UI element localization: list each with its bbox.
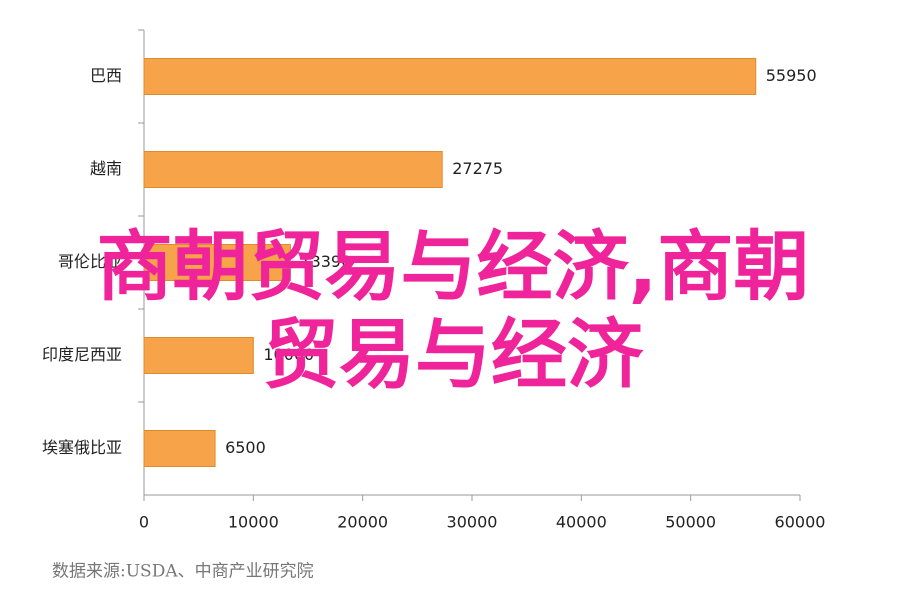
value-label: 55950 [766, 66, 817, 85]
x-tick-label: 0 [139, 513, 149, 532]
x-tick-label: 10000 [228, 513, 279, 532]
overlay-text: 贸易与经济 [263, 310, 644, 399]
bar [143, 58, 757, 95]
bar [143, 430, 216, 467]
y-tick-label: 越南 [90, 159, 122, 178]
y-tick-label: 埃塞俄比亚 [42, 438, 122, 457]
value-label: 10000 [263, 345, 314, 364]
x-tick-label: 30000 [447, 513, 498, 532]
y-tick-label: 印度尼西亚 [42, 345, 122, 364]
overlay-text: 商朝贸易与经济,商朝 [97, 222, 810, 311]
x-tick-label: 50000 [665, 513, 716, 532]
x-tick-label: 60000 [775, 513, 826, 532]
x-tick-label: 20000 [337, 513, 388, 532]
value-label: 27275 [452, 159, 503, 178]
y-tick-label: 巴西 [90, 66, 122, 85]
bar [143, 337, 254, 374]
x-tick-label: 40000 [556, 513, 607, 532]
value-label: 6500 [225, 438, 266, 457]
bar [143, 244, 291, 281]
value-label: 13390 [300, 252, 351, 271]
y-tick-label: 哥伦比亚 [58, 252, 122, 271]
bar [143, 151, 443, 188]
source-note: 数据来源:USDA、中商产业研究院 [52, 562, 314, 582]
